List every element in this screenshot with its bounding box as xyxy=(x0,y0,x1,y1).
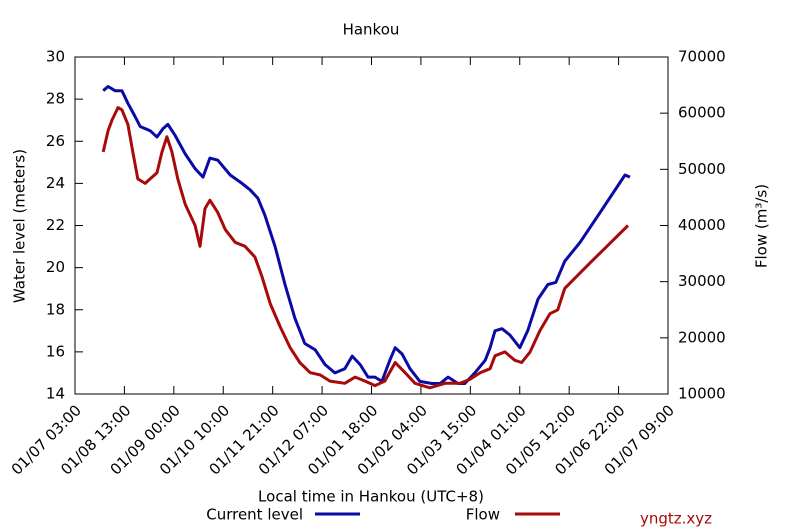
y2-tick-label: 10000 xyxy=(678,385,726,403)
y-tick-label: 14 xyxy=(46,385,65,403)
chart-title: Hankou xyxy=(343,21,400,39)
y-tick-label: 26 xyxy=(46,132,65,150)
y-tick-label: 24 xyxy=(46,174,65,192)
legend-label: Current level xyxy=(206,506,303,524)
y-tick-label: 16 xyxy=(46,342,65,360)
y2-tick-label: 30000 xyxy=(678,272,726,290)
y2-tick-label: 60000 xyxy=(678,104,726,122)
y-tick-label: 22 xyxy=(46,216,65,234)
y2-axis-label: Flow (m³/s) xyxy=(753,184,771,268)
y-tick-label: 30 xyxy=(46,48,65,66)
y-tick-label: 28 xyxy=(46,90,65,108)
series-line xyxy=(102,85,631,385)
y2-tick-label: 50000 xyxy=(678,160,726,178)
watermark: yngtz.xyz xyxy=(640,510,712,528)
legend-label: Flow xyxy=(466,506,500,524)
y-tick-label: 20 xyxy=(46,258,65,276)
y-tick-label: 18 xyxy=(46,300,65,318)
series-line xyxy=(101,106,630,390)
y-axis-label: Water level (meters) xyxy=(11,149,29,303)
plot-frame xyxy=(74,56,669,395)
x-axis-label: Local time in Hankou (UTC+8) xyxy=(258,488,484,506)
y2-tick-label: 70000 xyxy=(678,48,726,66)
y2-tick-label: 40000 xyxy=(678,216,726,234)
y2-tick-label: 20000 xyxy=(678,328,726,346)
